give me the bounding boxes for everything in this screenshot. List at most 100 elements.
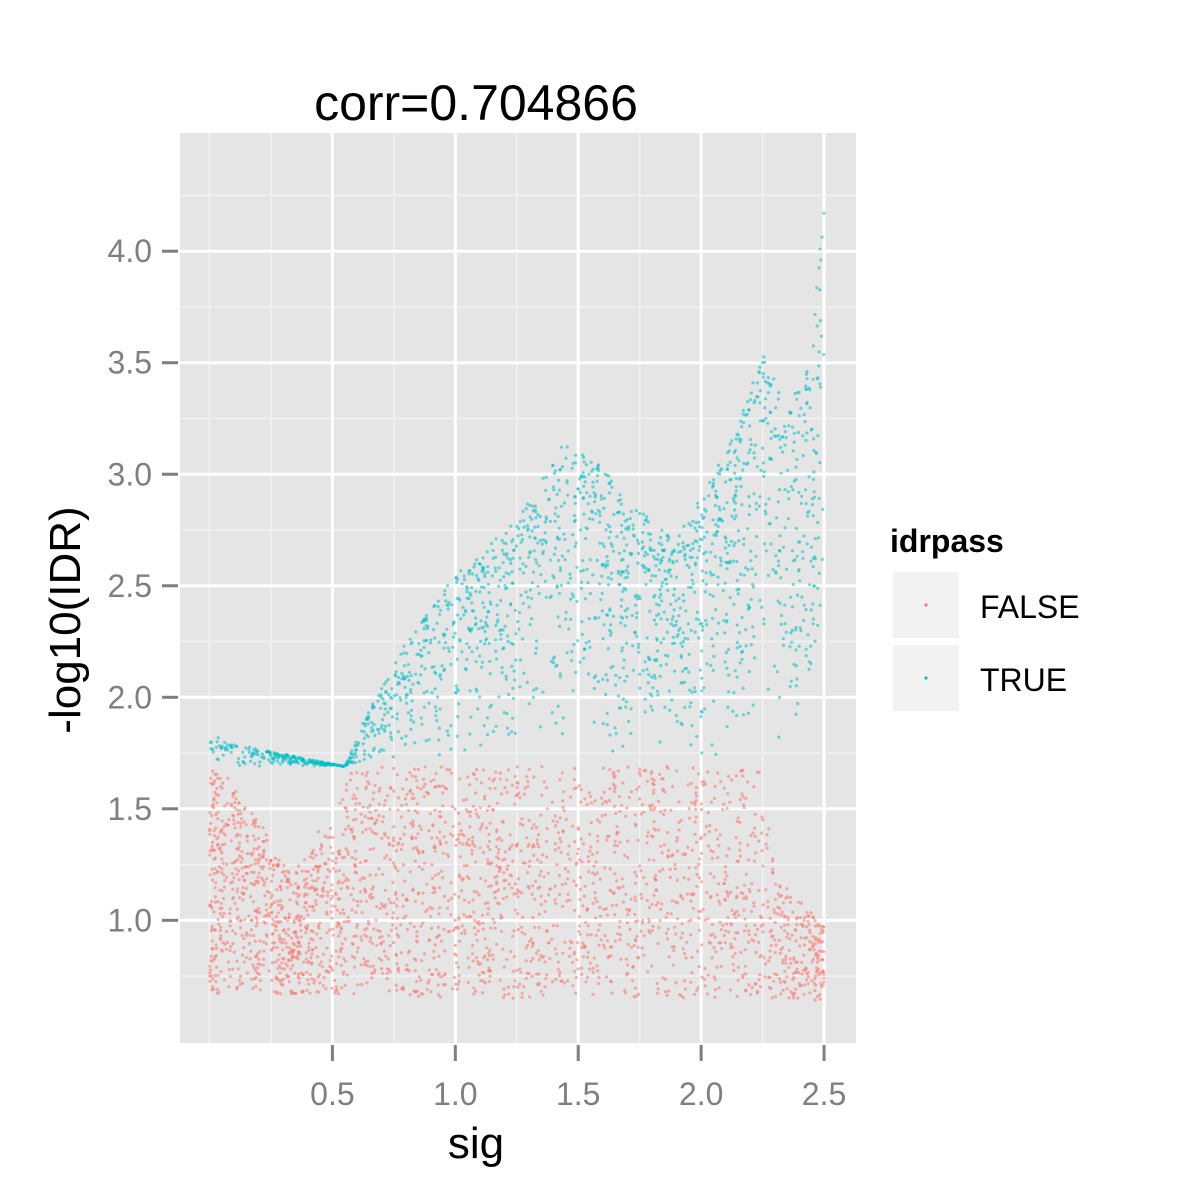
- data-point: [452, 928, 456, 933]
- data-point: [500, 915, 504, 919]
- data-point: [511, 696, 516, 700]
- data-point: [614, 903, 619, 907]
- data-point: [414, 845, 418, 850]
- data-point: [773, 427, 777, 431]
- data-point: [431, 628, 435, 632]
- data-point: [761, 930, 765, 934]
- data-point: [544, 517, 549, 521]
- data-point: [383, 888, 387, 893]
- data-point: [455, 596, 459, 601]
- data-point: [498, 777, 502, 781]
- data-point: [732, 602, 736, 607]
- data-point: [531, 504, 535, 508]
- data-point: [509, 561, 513, 566]
- data-point: [526, 595, 530, 600]
- data-point: [798, 984, 802, 988]
- data-point: [808, 583, 812, 587]
- data-point: [620, 570, 624, 574]
- data-point: [557, 526, 561, 530]
- data-point: [334, 949, 338, 953]
- data-point: [216, 817, 220, 821]
- data-point: [235, 808, 239, 812]
- data-point: [738, 477, 742, 481]
- data-point: [781, 961, 785, 965]
- data-point: [666, 830, 670, 835]
- data-point: [760, 815, 764, 819]
- data-point: [230, 861, 234, 865]
- data-point: [274, 928, 278, 932]
- data-point: [753, 982, 757, 986]
- data-point: [573, 908, 577, 913]
- data-point: [362, 957, 366, 961]
- data-point: [536, 541, 540, 545]
- data-point: [786, 918, 790, 922]
- data-point: [330, 986, 334, 990]
- data-point: [576, 487, 580, 491]
- data-point: [572, 879, 576, 884]
- data-point: [530, 892, 534, 897]
- data-point: [633, 895, 637, 899]
- data-point: [317, 963, 321, 967]
- data-point: [555, 585, 559, 589]
- data-point: [563, 867, 568, 871]
- data-point: [208, 873, 212, 877]
- data-point: [468, 825, 472, 829]
- data-point: [679, 936, 683, 940]
- data-point: [514, 544, 519, 548]
- data-point: [375, 832, 379, 836]
- data-point: [475, 890, 479, 894]
- data-point: [405, 693, 409, 697]
- data-point: [453, 982, 458, 986]
- data-point: [445, 627, 449, 631]
- data-point: [415, 802, 419, 806]
- data-point: [235, 959, 239, 963]
- data-point: [693, 832, 697, 836]
- data-point: [694, 799, 698, 803]
- data-point: [554, 952, 559, 956]
- data-point: [617, 551, 622, 555]
- data-point: [806, 982, 810, 986]
- data-point: [252, 847, 256, 851]
- data-point: [232, 822, 236, 826]
- data-point: [210, 867, 214, 871]
- data-point: [785, 975, 789, 979]
- data-point: [257, 871, 261, 875]
- data-point: [781, 901, 785, 905]
- data-point: [276, 863, 280, 868]
- data-point: [738, 820, 742, 825]
- data-point: [804, 647, 808, 651]
- data-point: [471, 835, 475, 840]
- data-point: [635, 934, 639, 939]
- data-point: [405, 674, 409, 679]
- data-point: [420, 959, 424, 963]
- data-point: [715, 495, 719, 500]
- data-point: [506, 634, 510, 638]
- data-point: [212, 857, 216, 861]
- data-point: [604, 528, 608, 532]
- data-point: [557, 591, 562, 596]
- data-point: [274, 960, 278, 964]
- data-point: [821, 507, 825, 511]
- data-point: [450, 603, 454, 607]
- data-point: [646, 681, 650, 685]
- data-point: [403, 742, 407, 746]
- y-tick-label: 1.5: [108, 791, 152, 827]
- data-point: [801, 454, 805, 458]
- chart-title: corr=0.704866: [314, 75, 638, 131]
- y-tick-label: 4.0: [108, 233, 152, 269]
- data-point: [657, 925, 661, 930]
- data-point: [328, 964, 332, 969]
- data-point: [345, 782, 349, 786]
- data-point: [240, 849, 244, 854]
- data-point: [626, 856, 630, 860]
- data-point: [679, 818, 683, 823]
- data-point: [472, 926, 476, 930]
- data-point: [792, 431, 796, 435]
- data-point: [505, 895, 509, 899]
- data-point: [269, 760, 273, 764]
- data-point: [380, 723, 384, 728]
- data-point: [730, 439, 734, 443]
- data-point: [515, 524, 519, 528]
- data-point: [729, 539, 734, 544]
- data-point: [802, 618, 806, 623]
